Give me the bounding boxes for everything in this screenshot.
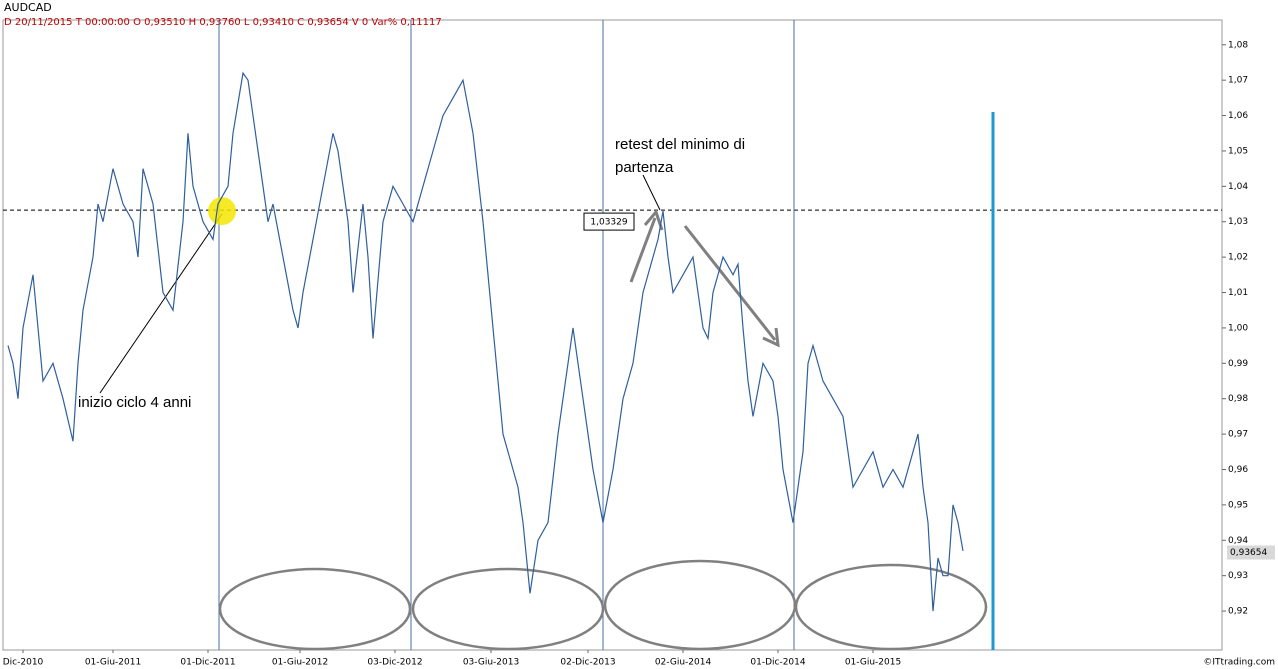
price-line — [7, 71, 964, 612]
ellipse — [411, 567, 605, 651]
x-tick-label: 01-Giu-2012 — [272, 658, 328, 668]
y-tick-label: 1,05 — [1228, 146, 1248, 156]
x-tick-label: 02-Giu-2014 — [655, 658, 712, 668]
y-tick-label: 0,98 — [1228, 394, 1248, 404]
y-tick-label: 1,03 — [1228, 217, 1248, 227]
y-tick-label: 1,01 — [1228, 288, 1248, 298]
cycle-lines — [218, 20, 795, 650]
level-box — [583, 212, 635, 231]
x-tick-label: 01-Giu-2015 — [845, 658, 901, 668]
ohlc-header: D 20/11/2015 T 00:00:00 O 0,93510 H 0,93… — [4, 17, 442, 28]
y-tick-label: 0,92 — [1228, 607, 1248, 617]
y-tick-label: 0,96 — [1228, 465, 1248, 475]
plot-frame — [2, 19, 1223, 651]
y-tick-label: 1,02 — [1228, 253, 1248, 263]
y-tick-label: 0,93 — [1228, 571, 1248, 581]
x-tick-label: 01-Giu-2011 — [85, 658, 141, 668]
annotation: inizio ciclo 4 anni — [78, 394, 191, 411]
x-tick-label: 01-Dic-2014 — [750, 658, 806, 668]
y-tick-label: 0,95 — [1228, 500, 1248, 510]
pointer-line — [99, 213, 223, 394]
x-tick-label: 01-Dic-2011 — [180, 658, 235, 668]
y-tick-label: 1,04 — [1228, 182, 1248, 192]
annotation: partenza — [615, 159, 674, 176]
credit: ©ITtrading.com — [1203, 658, 1275, 668]
ellipse — [794, 563, 988, 651]
cycle-ellipses — [218, 559, 988, 651]
arrow-head — [643, 208, 664, 231]
y-tick-label: 1,08 — [1228, 40, 1248, 50]
level-label: 1,03329 — [590, 218, 627, 228]
ellipse — [218, 567, 412, 651]
last-price-label: 0,93654 — [1230, 548, 1267, 558]
y-tick-label: 1,00 — [1228, 323, 1248, 333]
arrow-head — [762, 327, 780, 348]
annotation: retest del minimo di — [615, 136, 745, 153]
x-tick-label: 03-Dic-2012 — [367, 658, 422, 668]
last-price-box — [1227, 545, 1275, 560]
x-tick-label: 02-Dic-2013 — [560, 658, 615, 668]
arrow — [629, 217, 657, 283]
x-tick-label: Dic-2010 — [3, 658, 44, 668]
chart-title: AUDCAD — [4, 1, 52, 14]
y-tick-label: 0,94 — [1228, 536, 1248, 546]
y-tick-label: 0,99 — [1228, 359, 1248, 369]
arrow — [683, 225, 777, 341]
y-tick-label: 1,06 — [1228, 111, 1248, 121]
cycle-marker — [208, 197, 236, 226]
y-tick-label: 0,97 — [1228, 430, 1248, 440]
x-tick-label: 03-Giu-2013 — [463, 658, 519, 668]
arrows — [629, 208, 780, 348]
pointer-line — [642, 174, 661, 211]
y-tick-label: 1,07 — [1228, 76, 1248, 86]
